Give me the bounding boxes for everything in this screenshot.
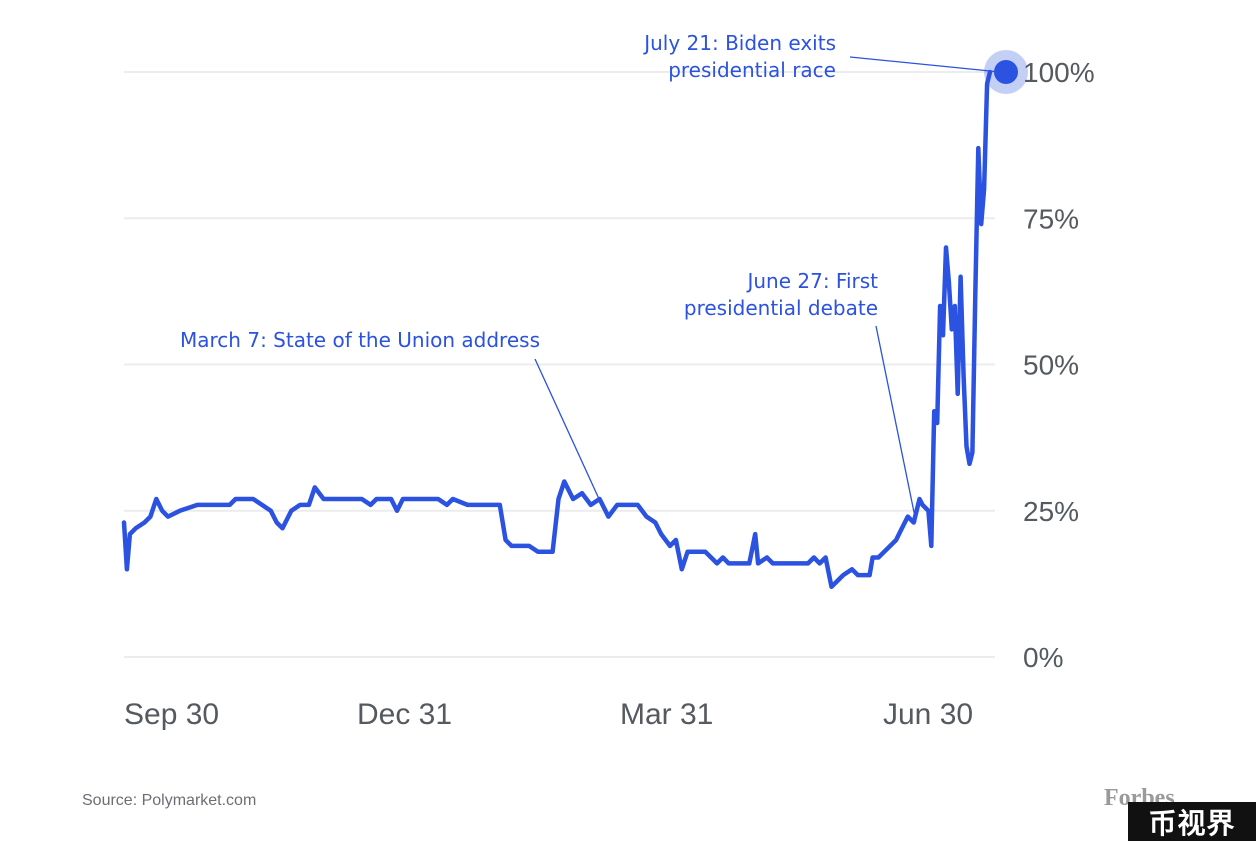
- y-tick-label: 0%: [1023, 642, 1063, 673]
- source-note: Source: Polymarket.com: [82, 792, 257, 809]
- annotation-text: presidential debate: [684, 296, 878, 320]
- annotations: July 21: Biden exits presidential race Jun…: [180, 31, 1001, 523]
- series-line: [121, 69, 993, 590]
- annotation-leader: [534, 358, 606, 513]
- x-tick-label: Mar 31: [620, 698, 713, 731]
- y-tick-label: 75%: [1023, 203, 1079, 234]
- annotation-text: June 27: First: [745, 269, 878, 293]
- x-tick-label: Jun 30: [883, 698, 973, 731]
- watermark-badge: 币视界: [1128, 802, 1256, 841]
- series-layer: [121, 50, 1028, 590]
- y-axis-ticks: 100% 75% 50% 25% 0%: [1023, 57, 1095, 673]
- x-tick-label: Sep 30: [124, 698, 219, 731]
- y-tick-label: 50%: [1023, 350, 1079, 381]
- annotation-text: presidential race: [668, 58, 836, 82]
- x-tick-label: Dec 31: [357, 698, 452, 731]
- highlight-point: [994, 60, 1018, 84]
- x-axis-ticks: Sep 30 Dec 31 Mar 31 Jun 30: [124, 698, 973, 731]
- y-tick-label: 100%: [1023, 57, 1095, 88]
- gridlines: [124, 71, 995, 658]
- y-tick-label: 25%: [1023, 496, 1079, 527]
- annotation-text: March 7: State of the Union address: [180, 328, 540, 352]
- annotation-text: July 21: Biden exits: [642, 31, 836, 55]
- annotation-leader: [849, 56, 1001, 73]
- annotation-leader: [875, 325, 917, 523]
